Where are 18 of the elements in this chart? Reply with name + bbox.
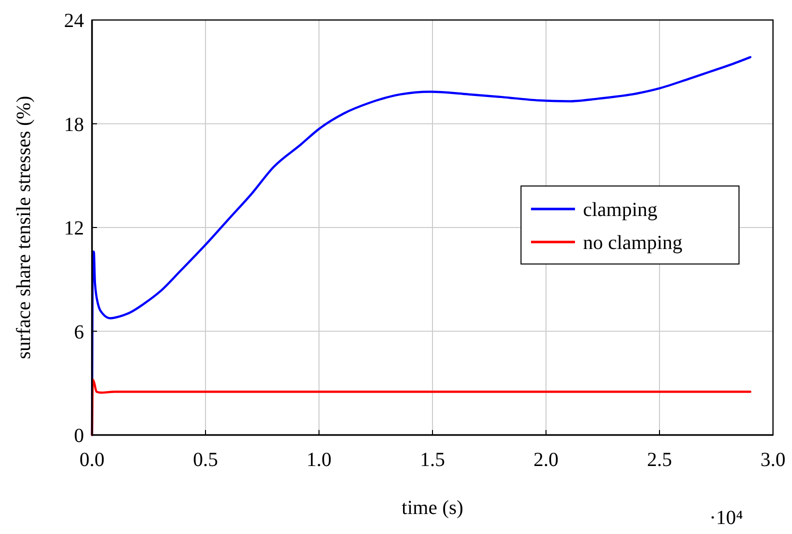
y-tick-label: 0 [74, 425, 84, 447]
y-tick-label: 24 [64, 10, 84, 32]
legend-label: no clamping [583, 232, 682, 254]
x-tick-label: 3.0 [760, 449, 786, 471]
x-tick-label: 0.0 [80, 449, 104, 471]
x-tick-label: 0.5 [193, 449, 218, 471]
y-tick-label: 6 [74, 321, 84, 344]
y-tick-label: 18 [64, 114, 84, 136]
x-tick-label: 2.0 [534, 449, 558, 471]
x-axis-title: time (s) [402, 497, 464, 519]
legend-label: clamping [583, 199, 658, 221]
y-axis-title: surface share tensile stresses (%) [13, 96, 35, 360]
x-tick-label: 1.5 [420, 449, 445, 471]
text: ·10⁴ [709, 507, 744, 529]
x-tick-label: 2.5 [647, 449, 672, 471]
y-tick-label: 12 [64, 218, 84, 240]
line-series [90, 378, 752, 436]
x-tick-label: 1.0 [306, 449, 332, 471]
